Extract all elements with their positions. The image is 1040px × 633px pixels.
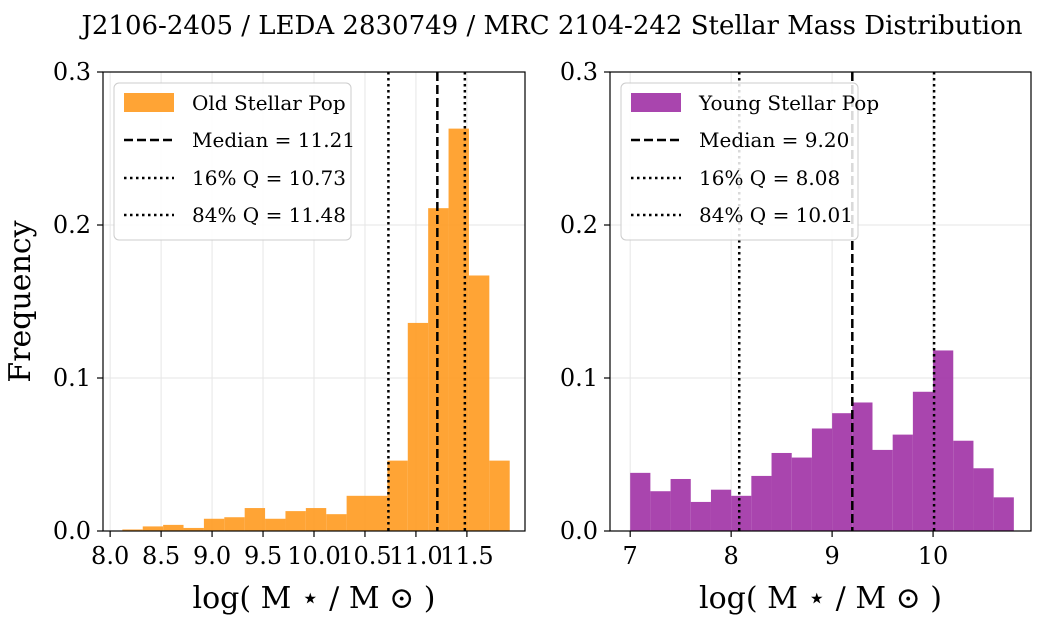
- right-histogram-bar: [710, 489, 732, 531]
- right-histogram-bar: [650, 491, 671, 531]
- left-legend-label: Old Stellar Pop: [192, 91, 346, 115]
- left-legend-label: Median = 11.21: [192, 128, 355, 152]
- right-histogram-bar: [852, 402, 873, 531]
- left-histogram-bar: [387, 460, 408, 531]
- left-x-tick-label: 11.5: [440, 542, 493, 570]
- left-x-tick-label: 8.5: [142, 542, 180, 570]
- left-x-tick-label: 8.0: [91, 542, 129, 570]
- left-x-axis-label: log( M ⋆ / M ⊙ ): [193, 581, 436, 616]
- right-histogram-bar: [933, 350, 954, 531]
- right-histogram-bar: [791, 457, 812, 531]
- right-y-tick-label: 0.1: [560, 364, 598, 392]
- right-legend-label: Young Stellar Pop: [698, 91, 879, 115]
- left-y-axis-label: Frequency: [3, 220, 38, 382]
- left-x-tick-label: 9.5: [244, 542, 282, 570]
- left-y-tick-label: 0.3: [53, 58, 91, 86]
- figure-title: J2106-2405 / LEDA 2830749 / MRC 2104-242…: [78, 11, 1022, 41]
- right-x-tick-label: 9: [824, 542, 839, 570]
- right-histogram-bar: [993, 497, 1014, 531]
- right-legend-label: Median = 9.20: [699, 128, 849, 152]
- left-histogram-bar: [265, 518, 286, 531]
- left-y-tick-label: 0.2: [53, 211, 91, 239]
- left-histogram-bar: [163, 524, 184, 531]
- right-histogram-bar: [630, 472, 651, 531]
- left-histogram-bar: [142, 526, 164, 531]
- left-histogram-bar: [244, 508, 266, 531]
- left-histogram-bar: [346, 495, 368, 531]
- left-plot-panel: 8.0 8.5 9.0 9.5 10.010.511.011.5 0.0 0.1 0.2 0.3…: [3, 58, 526, 616]
- right-plot-panel: 7 8 9 10 0.0 0.1 0.2 0.3 log( M ⋆ / M ⊙ ) Young S…: [560, 58, 1032, 616]
- right-y-tick-label: 0.0: [560, 517, 598, 545]
- right-y-tick-label: 0.3: [560, 58, 598, 86]
- left-x-tick-label: 9.0: [193, 542, 231, 570]
- right-x-axis-label: log( M ⋆ / M ⊙ ): [699, 581, 942, 616]
- left-y-tick-label: 0.1: [53, 364, 91, 392]
- right-histogram-bar: [731, 495, 752, 531]
- left-x-tick-label: 10.0: [287, 542, 340, 570]
- right-histogram-bar: [832, 413, 853, 531]
- left-histogram-bar: [428, 208, 449, 532]
- left-histogram-bar: [183, 527, 204, 531]
- left-legend-label: 16% Q = 10.73: [192, 166, 346, 190]
- right-histogram-bar: [690, 501, 711, 531]
- left-histogram-bar: [203, 518, 225, 531]
- right-axes-frame: [609, 71, 1032, 532]
- left-legend-label: 84% Q = 11.48: [192, 203, 346, 227]
- right-histogram-bar: [912, 391, 934, 531]
- left-legend-box: [113, 82, 352, 241]
- left-x-tick-label: 11.0: [389, 542, 442, 570]
- left-histogram-bar: [224, 517, 245, 531]
- right-histogram-bar: [670, 478, 691, 531]
- right-histogram-bar: [953, 440, 974, 531]
- right-legend-label: 84% Q = 10.01: [699, 203, 853, 227]
- right-histogram-bar: [892, 434, 913, 531]
- right-histogram-bar: [811, 428, 833, 531]
- right-histogram-bar: [751, 475, 772, 531]
- right-legend-label: 16% Q = 8.08: [699, 166, 840, 190]
- left-legend-swatch: [124, 93, 174, 112]
- right-x-tick-label: 8: [724, 542, 739, 570]
- right-y-tick-label: 0.2: [560, 211, 598, 239]
- left-histogram-bar: [122, 529, 143, 531]
- right-histogram-bar: [973, 468, 994, 531]
- right-x-tick-label: 7: [623, 542, 638, 570]
- left-histogram-bar: [305, 508, 327, 531]
- left-histogram-bar: [285, 511, 306, 531]
- left-y-tick-label: 0.0: [53, 517, 91, 545]
- right-legend-swatch: [631, 93, 681, 112]
- left-x-tick-label: 10.5: [338, 542, 391, 570]
- left-histogram-bar: [367, 495, 388, 531]
- right-x-tick-label: 10: [918, 542, 949, 570]
- left-histogram-bar: [448, 128, 469, 532]
- right-histogram-bar: [771, 452, 792, 531]
- left-histogram-bar: [326, 514, 347, 531]
- left-histogram-bar: [489, 460, 510, 531]
- left-histogram-bar: [407, 322, 429, 531]
- right-legend-box: [620, 82, 859, 241]
- right-histogram-bar: [872, 449, 893, 531]
- left-histogram-bar: [468, 275, 490, 531]
